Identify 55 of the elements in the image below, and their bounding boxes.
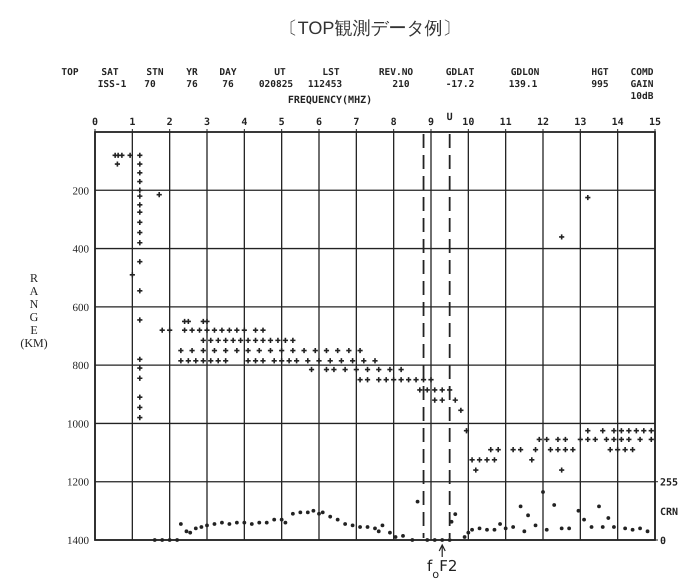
x-tick-label: 1 (129, 117, 136, 128)
x-tick-label: 2 (166, 117, 173, 128)
text: 10dB (630, 91, 654, 102)
text: 112453 (308, 79, 342, 90)
x-tick-label: 12 (536, 117, 550, 128)
text: GAIN (630, 79, 654, 90)
x-tick-label: 4 (241, 117, 248, 128)
y-tick-label: 1400 (67, 535, 90, 547)
text: UT (274, 67, 286, 78)
x-tick-label: 7 (353, 117, 360, 128)
text: 76 (186, 79, 198, 90)
text: COMD (630, 67, 654, 78)
text: GDLON (510, 67, 540, 78)
y2-tick-label: 0 (660, 536, 666, 547)
y-tick-label: 400 (72, 244, 90, 256)
x-tick-label: 10 (462, 117, 474, 128)
text: YR (186, 67, 198, 78)
text: REV.NO (378, 67, 414, 78)
y-tick-label: 200 (72, 185, 90, 198)
y-tick-label: 1200 (67, 476, 90, 489)
text: 70 (144, 79, 156, 90)
x-tick-label: 6 (316, 117, 322, 128)
y-tick-label: 800 (72, 360, 90, 372)
text: 76 (222, 79, 234, 90)
x-tick-label: 15 (648, 117, 662, 128)
text: 020825 (258, 79, 294, 90)
x-tick-label: 3 (204, 117, 210, 128)
text: LST (322, 67, 340, 78)
y-tick-label: 1000 (67, 418, 90, 430)
x-tick-label: 0 (92, 117, 98, 128)
ref-line-label: U (446, 112, 453, 123)
x-axis-title: FREQUENCY(MHZ) (288, 95, 372, 106)
text: HGT (591, 67, 609, 78)
text: GDLAT (446, 67, 475, 78)
x-tick-label: 8 (390, 117, 397, 128)
text: SAT (101, 67, 119, 78)
y2-axis-title: CRN (660, 506, 678, 518)
annotation: f$_{o}$F2 (427, 557, 458, 580)
y2-tick-label: 255 (660, 478, 678, 489)
y-tick-label: 600 (72, 302, 90, 314)
text: -17.2 (446, 79, 474, 90)
text: 210 (392, 79, 410, 90)
ylabel: RANGE (KM) (20, 271, 48, 350)
x-tick-label: 13 (574, 117, 586, 128)
x-tick-label: 14 (612, 117, 624, 128)
chart-title: 〔TOP観測データ例〕 (280, 18, 460, 38)
x-tick-label: 5 (278, 117, 285, 128)
x-tick-label: 9 (428, 117, 434, 128)
text: 995 (591, 79, 609, 90)
text: DAY (219, 67, 237, 78)
text: TOP (61, 67, 79, 78)
x-tick-label: 11 (500, 117, 512, 128)
text: 139.1 (508, 79, 538, 90)
text: ISS-1 (98, 79, 127, 90)
text: STN (146, 67, 164, 78)
